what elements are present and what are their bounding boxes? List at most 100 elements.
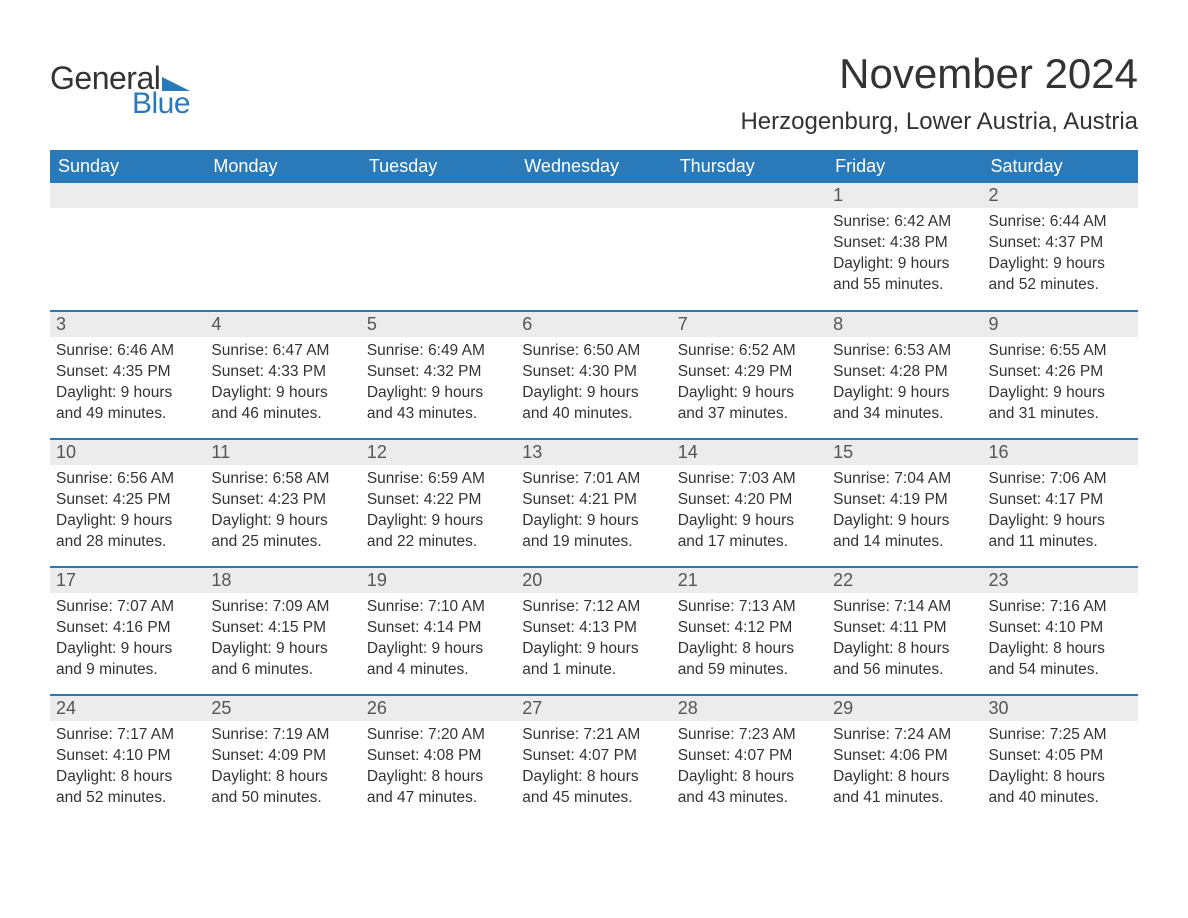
daylight-text: Daylight: 8 hours and 52 minutes. (56, 767, 199, 809)
calendar-day-cell: 9Sunrise: 6:55 AMSunset: 4:26 PMDaylight… (983, 311, 1138, 439)
daylight-text: Daylight: 9 hours and 31 minutes. (989, 383, 1132, 425)
sunrise-text: Sunrise: 6:49 AM (367, 341, 510, 362)
sunrise-text: Sunrise: 7:06 AM (989, 469, 1132, 490)
calendar-day-cell (672, 183, 827, 311)
sunset-text: Sunset: 4:10 PM (56, 746, 199, 767)
day-number: 21 (672, 568, 827, 593)
sunset-text: Sunset: 4:22 PM (367, 490, 510, 511)
day-number: 1 (827, 183, 982, 208)
sunrise-text: Sunrise: 6:59 AM (367, 469, 510, 490)
daylight-text: Daylight: 9 hours and 49 minutes. (56, 383, 199, 425)
calendar-day-cell: 20Sunrise: 7:12 AMSunset: 4:13 PMDayligh… (516, 567, 671, 695)
daylight-text: Daylight: 9 hours and 52 minutes. (989, 254, 1132, 296)
sunset-text: Sunset: 4:29 PM (678, 362, 821, 383)
sunrise-text: Sunrise: 7:09 AM (211, 597, 354, 618)
calendar-week-row: 10Sunrise: 6:56 AMSunset: 4:25 PMDayligh… (50, 439, 1138, 567)
daylight-text: Daylight: 9 hours and 11 minutes. (989, 511, 1132, 553)
calendar-day-cell (361, 183, 516, 311)
day-number: 4 (205, 312, 360, 337)
calendar-day-cell: 7Sunrise: 6:52 AMSunset: 4:29 PMDaylight… (672, 311, 827, 439)
daylight-text: Daylight: 9 hours and 14 minutes. (833, 511, 976, 553)
day-details: Sunrise: 7:13 AMSunset: 4:12 PMDaylight:… (672, 593, 827, 687)
sunset-text: Sunset: 4:10 PM (989, 618, 1132, 639)
calendar-day-cell (205, 183, 360, 311)
daylight-text: Daylight: 9 hours and 6 minutes. (211, 639, 354, 681)
sunset-text: Sunset: 4:35 PM (56, 362, 199, 383)
title-block: November 2024 Herzogenburg, Lower Austri… (740, 50, 1138, 136)
day-header: Wednesday (516, 150, 671, 183)
sunset-text: Sunset: 4:21 PM (522, 490, 665, 511)
day-number: 19 (361, 568, 516, 593)
day-number: 16 (983, 440, 1138, 465)
day-details: Sunrise: 7:03 AMSunset: 4:20 PMDaylight:… (672, 465, 827, 559)
calendar-day-cell: 24Sunrise: 7:17 AMSunset: 4:10 PMDayligh… (50, 695, 205, 823)
day-details: Sunrise: 7:25 AMSunset: 4:05 PMDaylight:… (983, 721, 1138, 815)
calendar-day-cell: 23Sunrise: 7:16 AMSunset: 4:10 PMDayligh… (983, 567, 1138, 695)
daylight-text: Daylight: 9 hours and 34 minutes. (833, 383, 976, 425)
day-details: Sunrise: 6:49 AMSunset: 4:32 PMDaylight:… (361, 337, 516, 431)
sunset-text: Sunset: 4:25 PM (56, 490, 199, 511)
daylight-text: Daylight: 8 hours and 56 minutes. (833, 639, 976, 681)
day-header-row: Sunday Monday Tuesday Wednesday Thursday… (50, 150, 1138, 183)
daylight-text: Daylight: 9 hours and 28 minutes. (56, 511, 199, 553)
logo: General Blue (50, 60, 192, 121)
daylight-text: Daylight: 9 hours and 19 minutes. (522, 511, 665, 553)
day-number: 10 (50, 440, 205, 465)
day-details: Sunrise: 7:07 AMSunset: 4:16 PMDaylight:… (50, 593, 205, 687)
sunset-text: Sunset: 4:30 PM (522, 362, 665, 383)
sunrise-text: Sunrise: 7:13 AM (678, 597, 821, 618)
calendar-day-cell: 30Sunrise: 7:25 AMSunset: 4:05 PMDayligh… (983, 695, 1138, 823)
day-number: 29 (827, 696, 982, 721)
day-number: 11 (205, 440, 360, 465)
daylight-text: Daylight: 9 hours and 25 minutes. (211, 511, 354, 553)
sunrise-text: Sunrise: 6:52 AM (678, 341, 821, 362)
day-details: Sunrise: 6:42 AMSunset: 4:38 PMDaylight:… (827, 208, 982, 302)
calendar-day-cell: 12Sunrise: 6:59 AMSunset: 4:22 PMDayligh… (361, 439, 516, 567)
sunset-text: Sunset: 4:09 PM (211, 746, 354, 767)
sunset-text: Sunset: 4:16 PM (56, 618, 199, 639)
daylight-text: Daylight: 8 hours and 41 minutes. (833, 767, 976, 809)
day-details: Sunrise: 6:47 AMSunset: 4:33 PMDaylight:… (205, 337, 360, 431)
calendar-table: Sunday Monday Tuesday Wednesday Thursday… (50, 150, 1138, 823)
calendar-day-cell: 18Sunrise: 7:09 AMSunset: 4:15 PMDayligh… (205, 567, 360, 695)
sunrise-text: Sunrise: 6:50 AM (522, 341, 665, 362)
sunrise-text: Sunrise: 7:19 AM (211, 725, 354, 746)
sunrise-text: Sunrise: 7:21 AM (522, 725, 665, 746)
calendar-day-cell: 28Sunrise: 7:23 AMSunset: 4:07 PMDayligh… (672, 695, 827, 823)
sunset-text: Sunset: 4:08 PM (367, 746, 510, 767)
sunrise-text: Sunrise: 6:44 AM (989, 212, 1132, 233)
day-number: 5 (361, 312, 516, 337)
day-header: Saturday (983, 150, 1138, 183)
daylight-text: Daylight: 9 hours and 1 minute. (522, 639, 665, 681)
day-details (672, 208, 827, 218)
month-title: November 2024 (740, 50, 1138, 98)
day-details: Sunrise: 7:10 AMSunset: 4:14 PMDaylight:… (361, 593, 516, 687)
day-number: 13 (516, 440, 671, 465)
day-number: 6 (516, 312, 671, 337)
sunrise-text: Sunrise: 7:12 AM (522, 597, 665, 618)
sunrise-text: Sunrise: 7:24 AM (833, 725, 976, 746)
sunset-text: Sunset: 4:20 PM (678, 490, 821, 511)
day-details (50, 208, 205, 218)
sunrise-text: Sunrise: 7:20 AM (367, 725, 510, 746)
day-header: Tuesday (361, 150, 516, 183)
calendar-day-cell: 11Sunrise: 6:58 AMSunset: 4:23 PMDayligh… (205, 439, 360, 567)
calendar-week-row: 3Sunrise: 6:46 AMSunset: 4:35 PMDaylight… (50, 311, 1138, 439)
sunset-text: Sunset: 4:23 PM (211, 490, 354, 511)
calendar-day-cell: 6 Sunrise: 6:50 AMSunset: 4:30 PMDaylight… (516, 311, 671, 439)
sunset-text: Sunset: 4:33 PM (211, 362, 354, 383)
day-number (672, 183, 827, 208)
day-details: Sunrise: 7:12 AMSunset: 4:13 PMDaylight:… (516, 593, 671, 687)
day-number: 7 (672, 312, 827, 337)
day-details: Sunrise: 7:20 AMSunset: 4:08 PMDaylight:… (361, 721, 516, 815)
day-details (205, 208, 360, 218)
daylight-text: Daylight: 8 hours and 54 minutes. (989, 639, 1132, 681)
daylight-text: Daylight: 9 hours and 40 minutes. (522, 383, 665, 425)
calendar-day-cell: 14Sunrise: 7:03 AMSunset: 4:20 PMDayligh… (672, 439, 827, 567)
day-number: 23 (983, 568, 1138, 593)
daylight-text: Daylight: 9 hours and 55 minutes. (833, 254, 976, 296)
day-details: Sunrise: 6:58 AMSunset: 4:23 PMDaylight:… (205, 465, 360, 559)
day-number: 28 (672, 696, 827, 721)
day-number: 14 (672, 440, 827, 465)
calendar-day-cell: 5Sunrise: 6:49 AMSunset: 4:32 PMDaylight… (361, 311, 516, 439)
